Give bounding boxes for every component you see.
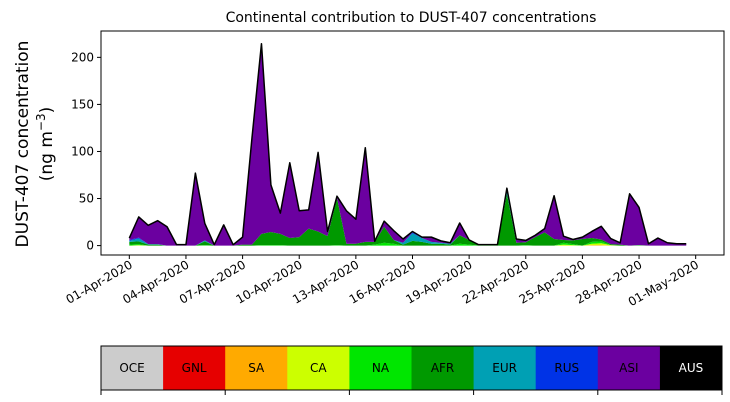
legend-frame: [100, 345, 723, 391]
y-axis-unit-exponent: −3: [34, 113, 48, 131]
legend-label-sa: SA: [248, 361, 265, 375]
chart-title: Continental contribution to DUST-407 con…: [226, 10, 597, 26]
y-axis-label: DUST-407 concentration (ng m−3): [13, 41, 57, 248]
legend-label-afr: AFR: [431, 361, 454, 375]
legend-swatch-afr: [411, 346, 475, 390]
legend-swatch-aus: [659, 346, 723, 390]
total-line: [128, 42, 687, 246]
color-legend: OCE GNL SA CA NA AFR EUR RUS ASI AUS: [100, 345, 723, 395]
stacked-areas: [128, 42, 687, 246]
legend-label-asi: ASI: [619, 361, 638, 375]
y-tick-label: 50: [79, 192, 94, 206]
legend-swatch-rus: [535, 346, 599, 390]
y-tick-label: 200: [71, 50, 94, 64]
area-asi: [129, 43, 687, 246]
legend-label-ca: CA: [310, 361, 327, 375]
y-axis-label-line1: DUST-407 concentration: [13, 41, 33, 248]
legend-swatch-gnl: [163, 346, 226, 390]
legend-label-aus: AUS: [679, 361, 704, 375]
y-tick-label: 100: [71, 144, 94, 158]
y-tick-label: 0: [86, 239, 94, 253]
legend-label-eur: EUR: [492, 361, 517, 375]
legend-swatch-oce: [101, 346, 164, 390]
plot-frame: [100, 30, 725, 256]
y-axis: 0 50 100 150 200: [71, 50, 101, 253]
legend-swatch-ca: [287, 346, 350, 390]
x-axis: 01-Apr-202004-Apr-202007-Apr-202010-Apr-…: [64, 255, 701, 309]
legend-swatch-asi: [597, 346, 661, 390]
legend-label-oce: OCE: [119, 361, 144, 375]
legend-label-rus: RUS: [554, 361, 579, 375]
legend-swatch-eur: [473, 346, 537, 390]
area-afr: [129, 193, 687, 246]
y-tick-label: 150: [71, 97, 94, 111]
legend-swatch-na: [349, 346, 412, 390]
area-aus: [129, 43, 687, 245]
legend-label-na: NA: [372, 361, 390, 375]
legend-label-gnl: GNL: [182, 361, 207, 375]
y-axis-unit-suffix: ): [37, 107, 57, 114]
y-axis-unit-prefix: (ng m: [37, 131, 57, 181]
y-axis-label-line2: (ng m−3): [34, 107, 57, 182]
legend-swatch-sa: [225, 346, 288, 390]
